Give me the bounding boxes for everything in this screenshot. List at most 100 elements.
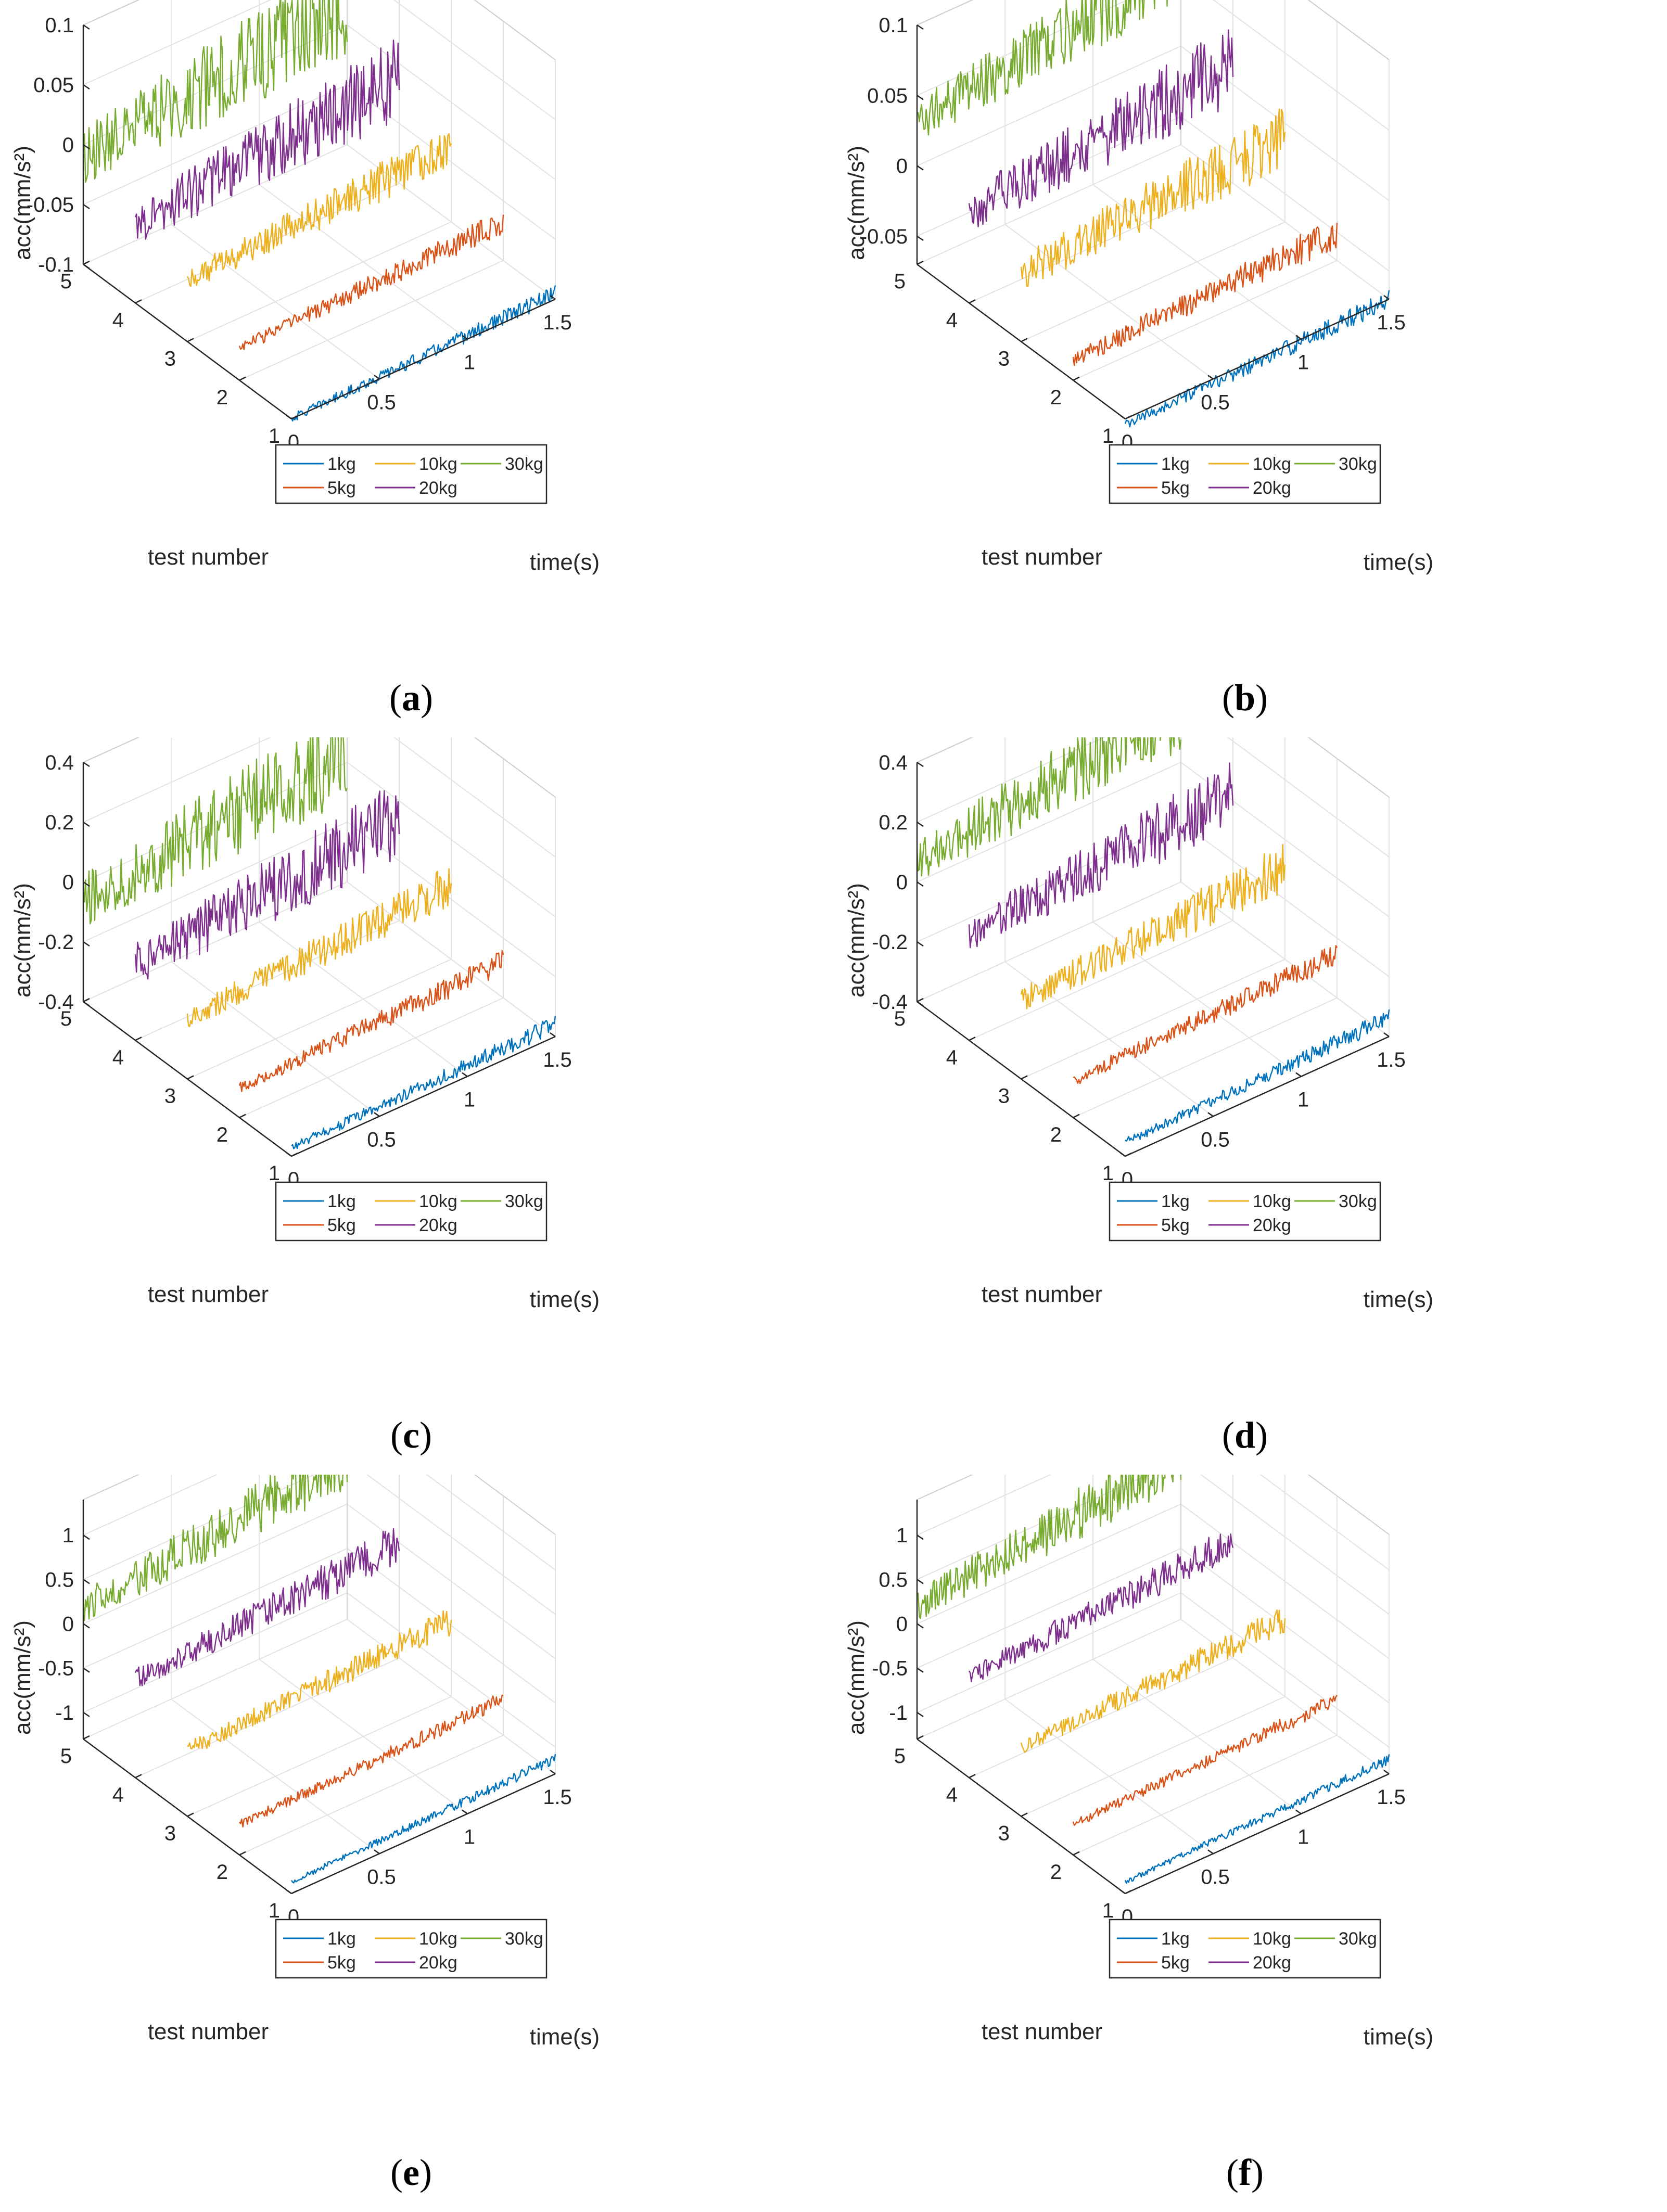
gridline (917, 1548, 1181, 1669)
x-tick-label: 0.5 (1201, 391, 1230, 414)
chart-panel-f: 0 0.5 1 1.5 1 2 3 4 5 -1 -0.5 0 0.5 1 time(s) test numb… (834, 1475, 1667, 2212)
x-tick-label: 1 (1297, 1826, 1309, 1849)
series-line-10kg (1020, 1609, 1286, 1753)
y-tick-label: 1 (269, 425, 280, 447)
x-axis-line (291, 298, 556, 420)
y-tick-mark (917, 1735, 924, 1740)
subfigure-label: (b) (1222, 677, 1268, 719)
series-line-5kg (1072, 1695, 1338, 1826)
x-tick-mark (1295, 1809, 1302, 1814)
y-tick-mark (239, 1114, 246, 1118)
gridline (239, 1734, 504, 1856)
x-tick-label: 1.5 (543, 311, 572, 334)
gridline (969, 920, 1233, 1041)
gridline (917, 1503, 1181, 1625)
x-tick-mark (550, 295, 556, 300)
y-tick-mark (969, 299, 976, 304)
gridline (83, 144, 348, 265)
z-tick-mark (83, 881, 90, 887)
y-tick-label: 4 (112, 1046, 124, 1069)
z-tick-mark (917, 95, 924, 100)
box-edge (474, 1475, 556, 1535)
legend-label-5kg: 5kg (327, 1953, 356, 1973)
series-line-30kg (82, 737, 348, 925)
series-line-10kg (187, 1610, 452, 1749)
z-tick-label: 0 (896, 871, 908, 894)
x-axis-label: time(s) (530, 549, 600, 575)
z-tick-mark (83, 941, 90, 947)
gridline (83, 1503, 348, 1625)
x-tick-mark (286, 414, 292, 420)
legend-box (1109, 1919, 1381, 1979)
box-edge (1307, 1475, 1390, 1535)
legend-label-5kg: 5kg (1161, 478, 1190, 498)
series-line-5kg (239, 1694, 504, 1828)
legend-label-30kg: 30kg (505, 1929, 543, 1949)
x-tick-mark (550, 1769, 556, 1775)
y-tick-mark (1073, 1114, 1080, 1118)
chart-panel-d: 0 0.5 1 1.5 1 2 3 4 5 -0.4 -0.2 0 0.2 0.4 time(s) test … (834, 737, 1667, 1475)
x-tick-label: 1.5 (1377, 311, 1406, 334)
x-tick-mark (1207, 1849, 1214, 1855)
z-axis-label: acc(mm/s²) (10, 146, 35, 260)
gridline (83, 881, 348, 1002)
x-tick-mark (1119, 1889, 1126, 1895)
series-line-10kg (186, 868, 452, 1027)
series-line-20kg (968, 29, 1234, 227)
x-tick-mark (1383, 1769, 1390, 1775)
z-tick-label: 0.5 (45, 1568, 74, 1591)
y-tick-label: 2 (1050, 1861, 1062, 1884)
legend-label-1kg: 1kg (1161, 1929, 1190, 1949)
x-tick-label: 1 (1297, 1089, 1309, 1111)
z-tick-label: -0.05 (27, 194, 74, 216)
y-tick-label: 1 (269, 1899, 280, 1922)
legend-label-1kg: 1kg (327, 1192, 356, 1211)
x-axis-label: time(s) (530, 2024, 600, 2050)
box-edge (917, 1475, 974, 1500)
x-axis-label: time(s) (1364, 2024, 1433, 2050)
z-tick-mark (917, 1711, 924, 1717)
z-axis-label: acc(mm/s²) (844, 146, 869, 260)
y-tick-mark (1125, 1889, 1132, 1895)
y-tick-label: 1 (1102, 1899, 1114, 1922)
y-tick-label: 3 (998, 1085, 1010, 1108)
y-tick-label: 4 (946, 1783, 958, 1806)
legend-label-1kg: 1kg (327, 1929, 356, 1949)
y-tick-label: 5 (894, 1007, 906, 1030)
z-tick-mark (917, 941, 924, 947)
z-tick-mark (83, 203, 90, 210)
x-tick-label: 1.5 (1377, 1786, 1406, 1809)
y-tick-label: 1 (1102, 1162, 1114, 1185)
gridline (83, 0, 140, 25)
y-tick-label: 2 (217, 386, 228, 409)
series-line-1kg (291, 1754, 556, 1884)
series-line-10kg (1020, 843, 1286, 1009)
series-line-20kg (968, 1533, 1234, 1682)
legend-label-1kg: 1kg (1161, 1192, 1190, 1211)
x-tick-mark (1207, 375, 1214, 380)
x-tick-label: 1.5 (543, 1786, 572, 1809)
z-tick-mark (83, 821, 90, 827)
subfigure-label: (f) (1226, 2152, 1264, 2193)
y-axis-label: test number (982, 2019, 1102, 2044)
gridline (969, 1657, 1233, 1779)
gridline (187, 958, 452, 1080)
box-edge (917, 0, 974, 25)
gridline (83, 1548, 348, 1669)
gridline (83, 822, 348, 942)
z-tick-mark (83, 1535, 90, 1540)
gridline (917, 881, 1181, 1002)
z-axis-label: acc(mm/s²) (10, 883, 35, 998)
y-tick-label: 5 (894, 1745, 906, 1768)
legend-label-20kg: 20kg (419, 1953, 457, 1973)
legend-label-10kg: 10kg (1253, 1192, 1291, 1211)
z-tick-label: 0.4 (879, 751, 908, 774)
chart-panel-e: 0 0.5 1 1.5 1 2 3 4 5 -1 -0.5 0 0.5 1 time(s) test numb… (0, 1475, 833, 2212)
y-tick-mark (187, 338, 194, 342)
z-tick-label: 0.05 (33, 74, 74, 97)
z-axis-label: acc(mm/s²) (10, 1620, 35, 1735)
x-tick-mark (550, 1032, 556, 1038)
y-tick-mark (135, 299, 142, 304)
x-axis-line (1125, 298, 1390, 420)
